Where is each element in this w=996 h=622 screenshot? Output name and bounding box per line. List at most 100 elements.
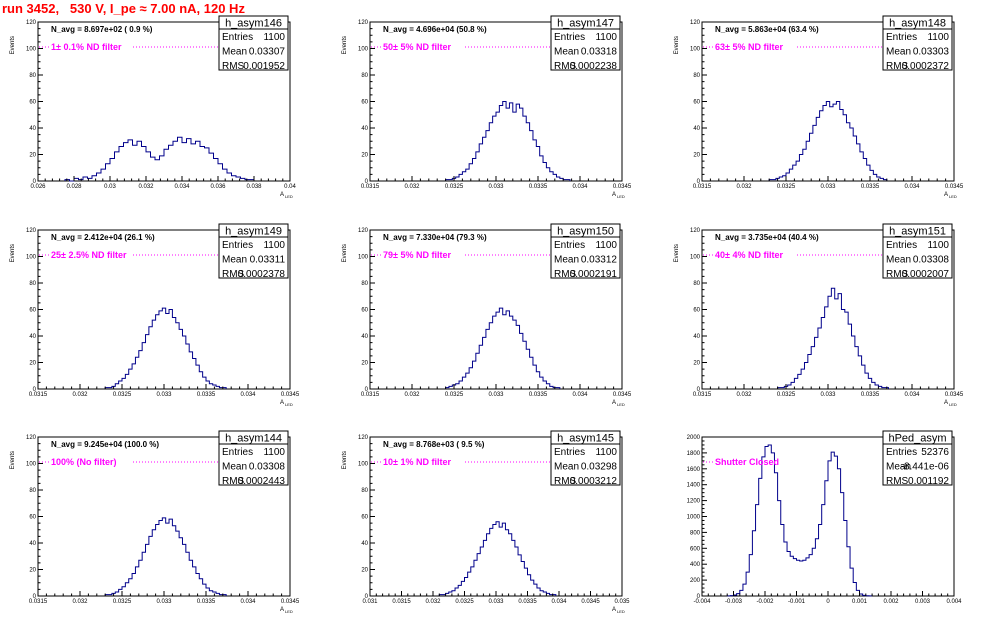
- x-tick-label: 0.032: [404, 392, 420, 398]
- x-tick-label: 0.004: [946, 599, 962, 605]
- y-tick-label: 20: [29, 361, 36, 367]
- histogram-series: [64, 136, 255, 182]
- stats-key: Entries: [886, 32, 917, 43]
- x-axis-label-sub: LED: [617, 194, 625, 199]
- y-tick-label: 100: [690, 47, 701, 53]
- x-tick-label: 0.026: [30, 184, 46, 190]
- y-tick-label: 60: [693, 308, 700, 314]
- y-tick-label: 40: [361, 334, 368, 340]
- stats-key: Mean: [554, 47, 579, 58]
- x-tick-label: 0.0325: [445, 184, 464, 190]
- navg-label: N_avg = 3.735e+04 (40.4 %): [715, 233, 819, 242]
- filter-label: 1± 0.1% ND filter: [51, 42, 122, 52]
- x-tick-label: 0.038: [246, 184, 262, 190]
- stats-value: 0.0002443: [238, 476, 286, 487]
- y-tick-label: 40: [361, 541, 368, 547]
- x-axis-label: ALED: [280, 607, 293, 614]
- y-tick-label: 40: [693, 126, 700, 132]
- x-axis-label-sub: LED: [285, 402, 293, 407]
- y-tick-label: 1200: [687, 499, 701, 505]
- y-tick-label: 40: [29, 126, 36, 132]
- x-tick-label: 0.0325: [777, 392, 796, 398]
- stats-title: h_asym146: [225, 18, 282, 30]
- y-tick-label: 100: [26, 462, 37, 468]
- y-tick-label: 800: [690, 530, 701, 536]
- histogram-series: [438, 521, 557, 596]
- y-tick-label: 1000: [687, 515, 701, 521]
- y-tick-label: 40: [361, 126, 368, 132]
- y-tick-label: 120: [358, 435, 369, 441]
- x-axis-label-sub: LED: [285, 194, 293, 199]
- x-tick-label: 0.034: [572, 184, 588, 190]
- y-tick-label: 100: [358, 255, 369, 261]
- histogram-series: [104, 307, 227, 389]
- x-axis-label: ALED: [612, 607, 625, 614]
- navg-label: N_avg = 5.863e+04 (63.4 %): [715, 25, 819, 34]
- y-tick-label: 60: [29, 100, 36, 106]
- stats-title: h_asym150: [557, 226, 614, 238]
- x-tick-label: 0.0315: [29, 599, 48, 605]
- stats-value: 0.03308: [913, 255, 950, 266]
- x-tick-label: -0.002: [756, 599, 774, 605]
- x-tick-label: 0.0315: [392, 599, 411, 605]
- stats-key: Mean: [886, 462, 911, 473]
- stats-value: 1100: [595, 240, 617, 251]
- x-tick-label: 0.0335: [197, 392, 216, 398]
- stats-key: RMS: [886, 476, 909, 487]
- x-tick-label: 0.033: [488, 392, 504, 398]
- x-tick-label: 0.034: [551, 599, 567, 605]
- x-tick-label: 0.034: [240, 599, 256, 605]
- x-tick-label: 0.0335: [861, 392, 880, 398]
- stats-key: RMS: [222, 476, 245, 487]
- x-tick-label: 0.04: [284, 184, 296, 190]
- y-axis-label: Events: [674, 244, 680, 262]
- histogram-panel-h_asym146: 0.026 0.028 0.03 0.032 0.034 0.036 0.038 0.04 0 2…: [10, 15, 296, 199]
- y-axis-label: Events: [10, 36, 16, 54]
- x-axis-label: ALED: [944, 192, 957, 199]
- histogram-series: [768, 101, 888, 181]
- stats-value: 0.0002378: [238, 269, 286, 280]
- y-tick-label: 100: [26, 47, 37, 53]
- stats-value: 0.001952: [243, 61, 285, 72]
- y-axis-label: Events: [10, 451, 16, 469]
- stats-key: Mean: [886, 255, 911, 266]
- y-tick-label: 100: [26, 255, 37, 261]
- x-tick-label: 0.0335: [861, 184, 880, 190]
- y-tick-label: 0: [365, 179, 369, 185]
- stats-value: 1100: [927, 240, 949, 251]
- stats-key: Entries: [886, 447, 917, 458]
- stats-value: 0.0003212: [570, 476, 618, 487]
- stats-box: [882, 223, 953, 279]
- stats-value: 1100: [595, 447, 617, 458]
- x-tick-label: -0.003: [725, 599, 743, 605]
- y-tick-label: 0: [33, 594, 37, 600]
- histogram-panel-h_asym149: 0.0315 0.032 0.0325 0.033 0.0335 0.034 0.0345 0…: [10, 223, 300, 407]
- navg-label: N_avg = 8.768e+03 ( 9.5 %): [383, 440, 485, 449]
- stats-key: Mean: [222, 47, 247, 58]
- navg-label: N_avg = 2.412e+04 (26.1 %): [51, 233, 155, 242]
- stats-title: h_asym148: [889, 18, 946, 30]
- x-tick-label: 0.032: [736, 392, 752, 398]
- y-tick-label: 80: [361, 488, 368, 494]
- stats-value: 1100: [927, 32, 949, 43]
- stats-value: 0.03303: [913, 47, 950, 58]
- x-tick-label: 0.0335: [518, 599, 537, 605]
- y-axis-label: Events: [342, 244, 348, 262]
- x-tick-label: 0.0315: [693, 392, 712, 398]
- y-tick-label: 120: [26, 435, 37, 441]
- y-tick-label: 80: [361, 73, 368, 79]
- histogram-series: [445, 307, 561, 389]
- stats-value: 0.03307: [249, 47, 286, 58]
- navg-label: N_avg = 4.696e+04 (50.8 %): [383, 25, 487, 34]
- stats-key: Mean: [222, 462, 247, 473]
- y-axis-label: Events: [674, 36, 680, 54]
- x-tick-label: 0: [826, 599, 830, 605]
- y-tick-label: 2000: [687, 435, 701, 441]
- x-axis-label: ALED: [612, 400, 625, 407]
- x-tick-label: 0.032: [404, 184, 420, 190]
- stats-value: 0.0002372: [902, 61, 950, 72]
- x-tick-label: 0.033: [820, 184, 836, 190]
- stats-key: Entries: [222, 447, 253, 458]
- stats-key: Entries: [554, 240, 585, 251]
